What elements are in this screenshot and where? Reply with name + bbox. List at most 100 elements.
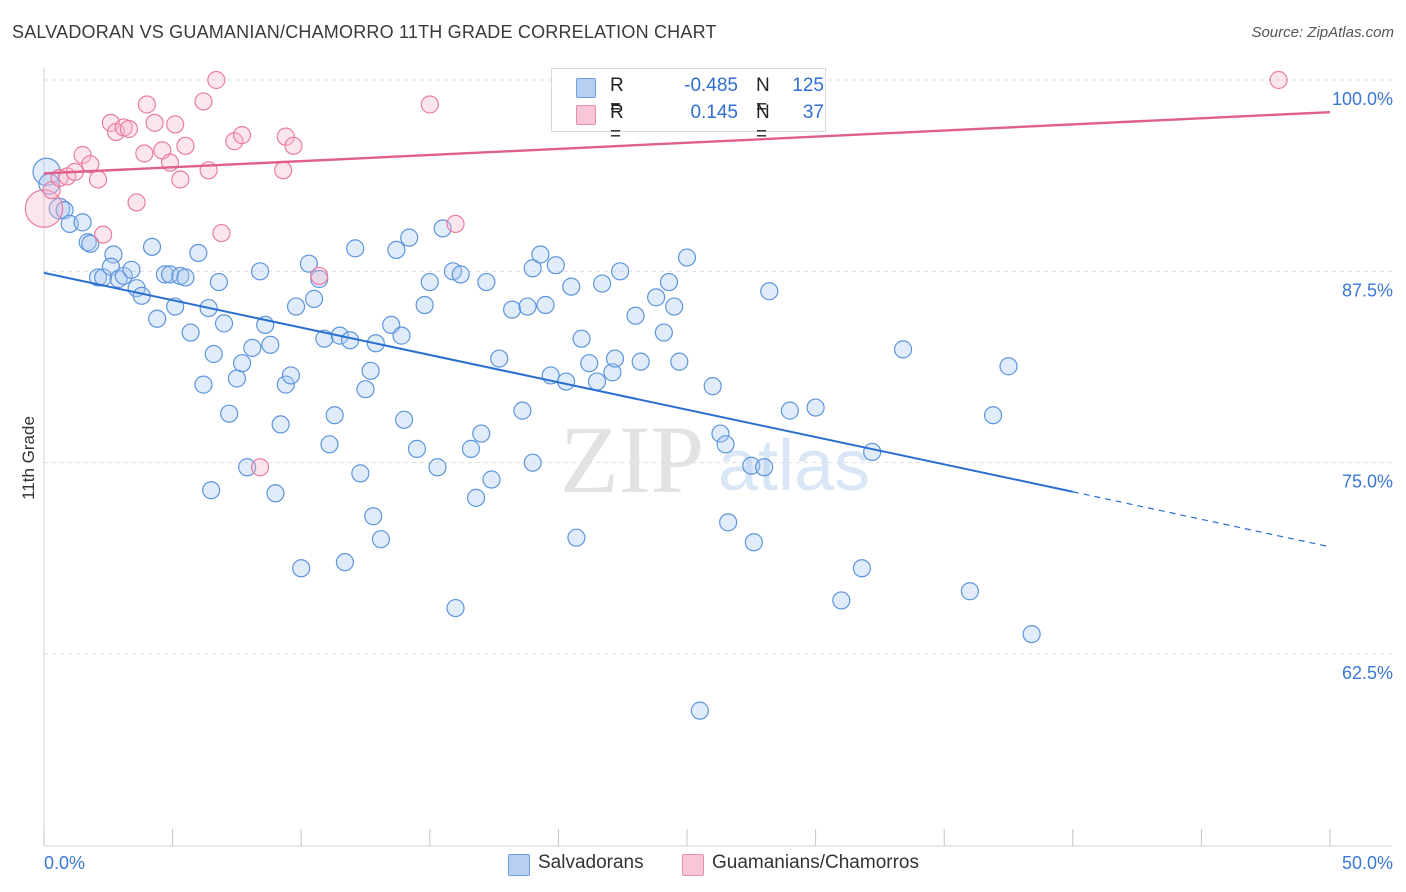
salvadoran-point	[281, 366, 301, 385]
salvadoran-point	[335, 553, 355, 572]
salvadoran-point	[690, 701, 709, 720]
data-points	[24, 70, 1288, 720]
salvadoran-point	[603, 363, 622, 382]
salvadoran-point	[626, 306, 645, 325]
y-tick-label: 62.5%	[1342, 663, 1393, 683]
guamanian-point	[207, 70, 226, 90]
salvadoran-point	[863, 442, 882, 462]
legend-n-value: 125	[792, 75, 824, 96]
guamanian-point	[145, 113, 164, 132]
axis-labels: 62.5% 75.0% 87.5% 100.0% 0.0% 50.0% 11th Grade	[19, 89, 1393, 873]
salvadoran-point	[204, 344, 223, 364]
watermark: ZIP atlas	[560, 406, 870, 513]
salvadoran-point	[677, 248, 697, 267]
guamanian-point	[137, 95, 156, 114]
salvadoran-point	[392, 326, 411, 345]
salvadoran-point	[261, 335, 280, 354]
salvadoran-point	[286, 297, 306, 316]
watermark-atlas: atlas	[718, 426, 870, 506]
salvadoran-point	[587, 372, 607, 391]
bottom-legend-label: Guamanians/Chamorros	[712, 852, 919, 873]
y-axis-label: 11th Grade	[19, 416, 38, 500]
salvadoran-point	[567, 528, 586, 547]
salvadoran-point	[482, 470, 501, 489]
salvadoran-point	[266, 484, 285, 503]
guamanian-point	[88, 170, 108, 189]
salvadoran-point	[852, 559, 871, 578]
salvadoran-point	[55, 201, 74, 220]
chart-source: Source: ZipAtlas.com	[1251, 24, 1394, 41]
guamanian-point	[276, 127, 295, 146]
guamanian-point	[176, 136, 195, 155]
salvadoran-point	[209, 272, 228, 292]
salvadoran-point	[400, 228, 419, 247]
salvadoran-point	[428, 458, 447, 477]
guamanian-point	[171, 170, 190, 189]
guamanian-point	[446, 214, 465, 233]
salvadoran-point	[703, 377, 722, 396]
salvadoran-point	[477, 272, 496, 292]
guamanian-point	[212, 223, 231, 243]
guamanian-point	[1269, 70, 1288, 90]
salvadoran-point	[304, 289, 324, 308]
salvadoran-point	[983, 406, 1003, 425]
salvadoran-point	[214, 314, 234, 333]
salvadoran-point	[220, 404, 239, 423]
guamanian-point	[81, 155, 100, 174]
salvadoran-point	[142, 237, 162, 256]
guamanian-point	[135, 144, 154, 163]
salvadoran-point	[711, 424, 730, 443]
bottom-legend-swatch-blue	[508, 854, 530, 876]
salvadoran-point	[490, 349, 509, 368]
x-tick-label: 0.0%	[44, 853, 85, 873]
salvadoran-point	[271, 415, 290, 434]
salvadoran-point	[472, 424, 491, 443]
salvadoran-point	[364, 507, 383, 526]
salvadoran-point	[73, 213, 92, 232]
axes	[43, 68, 1392, 847]
salvadoran-point	[631, 352, 650, 371]
salvadoran-point	[466, 488, 486, 507]
legend-swatch-pink	[576, 105, 596, 125]
legend-n-label: N =	[756, 102, 770, 145]
salvadoran-point	[670, 352, 689, 371]
salvadoran-point	[518, 297, 537, 316]
salvadoran-point	[155, 265, 174, 284]
salvadoran-point	[1022, 625, 1041, 644]
salvadoran-point	[503, 300, 522, 319]
guamanian-point	[194, 92, 213, 111]
legend-swatch-blue	[576, 78, 596, 98]
salvadoran-point	[999, 357, 1018, 376]
salvadoran-point	[415, 295, 434, 315]
salvadoran-trend-extension	[1072, 491, 1331, 548]
salvadoran-point	[250, 262, 270, 281]
guamanian-point	[284, 136, 303, 155]
guamanian-trend-line	[43, 110, 1331, 175]
salvadoran-point	[394, 410, 414, 429]
legend-n-label: N =	[756, 75, 770, 118]
salvadoran-point	[659, 272, 679, 292]
legend-r-label: R =	[610, 75, 624, 118]
guamanian-point	[166, 115, 185, 134]
salvadoran-point	[647, 288, 666, 307]
salvadoran-point	[371, 530, 391, 549]
salvadoran-point	[346, 239, 365, 258]
salvadoran-point	[593, 274, 612, 293]
salvadoran-point	[194, 375, 213, 394]
salvadoran-point	[557, 372, 576, 391]
salvadoran-point	[523, 259, 542, 278]
salvadoran-point	[531, 245, 550, 264]
legend-r-label: R =	[610, 102, 624, 145]
salvadoran-point	[513, 401, 532, 420]
salvadoran-point	[461, 439, 481, 458]
salvadoran-point	[227, 369, 246, 388]
salvadoran-point	[654, 323, 673, 342]
salvadoran-point	[81, 234, 100, 253]
salvadoran-point	[665, 297, 684, 316]
salvadoran-point	[611, 262, 630, 281]
salvadoran-point	[356, 380, 375, 399]
salvadoran-point	[420, 272, 439, 292]
salvadoran-point	[806, 398, 825, 417]
salvadoran-point	[387, 240, 406, 260]
salvadoran-point	[292, 559, 311, 578]
